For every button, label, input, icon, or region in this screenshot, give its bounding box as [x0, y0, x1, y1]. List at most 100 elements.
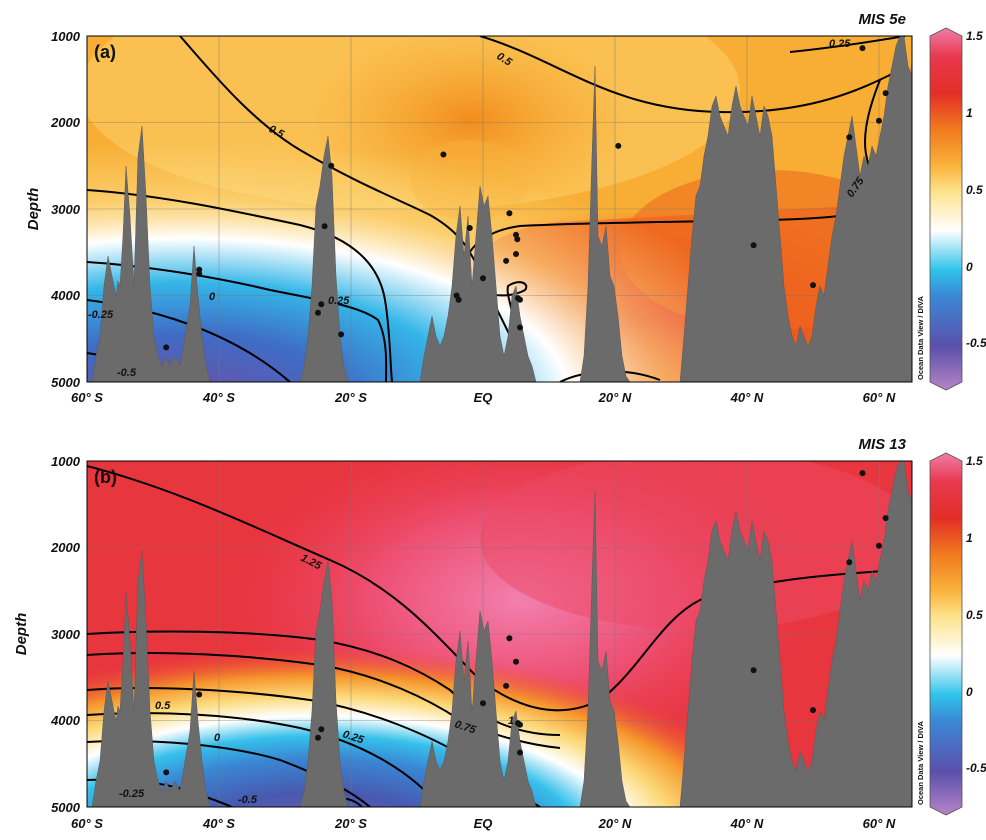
contour-label: 0.25 — [328, 295, 350, 307]
station-point — [318, 726, 325, 733]
watermark-text: Ocean Data View / DIVA — [916, 720, 925, 805]
colorbar-tick: 1.5 — [966, 29, 983, 43]
station-point — [615, 142, 622, 149]
station-point — [480, 700, 486, 707]
colorbar-tick: 1.5 — [966, 454, 983, 468]
ytick-label: 4000 — [50, 713, 81, 728]
station-point — [321, 223, 328, 230]
panel-b-label: (b) — [94, 467, 117, 487]
colorbar-tick: 0 — [966, 260, 973, 274]
xtick-label: 60° S — [71, 816, 103, 831]
contour-label: -0.5 — [238, 794, 258, 806]
panel-b-frame — [86, 460, 913, 808]
panel-b-xticks: 60° S 40° S 20° S EQ 20° N 40° N 60° N — [71, 816, 896, 831]
xtick-label: 60° N — [863, 390, 896, 405]
station-point — [196, 266, 203, 273]
panel-b-ylabel: Depth — [13, 613, 30, 656]
station-point — [517, 296, 523, 303]
station-point — [328, 162, 335, 169]
xtick-label: 40° S — [202, 390, 235, 405]
station-point — [517, 749, 523, 756]
panel-b: 1.25 0.5 0 0.25 0.75 1 -0.25 -0.5 (b) MI… — [13, 436, 986, 831]
station-point — [196, 691, 203, 698]
station-point — [503, 682, 510, 689]
contour-label: 0 — [214, 732, 221, 744]
ytick-label: 2000 — [50, 115, 81, 130]
station-point — [876, 117, 882, 124]
station-point — [882, 515, 889, 522]
ytick-label: 4000 — [50, 288, 81, 303]
station-point — [163, 769, 170, 776]
station-point — [503, 257, 510, 264]
watermark-text: Ocean Data View / DIVA — [916, 295, 925, 380]
station-point — [882, 90, 889, 97]
panel-a-ylabel: Depth — [25, 188, 42, 231]
ytick-label: 5000 — [51, 800, 81, 815]
station-point — [513, 251, 519, 257]
panel-a-xticks: 60° S 40° S 20° S EQ 20° N 40° N 60° N — [71, 390, 896, 405]
contour-label: -0.5 — [117, 367, 137, 379]
xtick-label: 40° N — [730, 816, 764, 831]
panel-b-title: MIS 13 — [858, 436, 906, 453]
ytick-label: 3000 — [51, 627, 81, 642]
xtick-label: 40° N — [730, 390, 764, 405]
xtick-label: 20° S — [334, 816, 367, 831]
station-point — [196, 270, 203, 277]
station-point — [859, 470, 866, 477]
colorbar-tick: -0.5 — [966, 761, 986, 775]
panel-a-label: (a) — [94, 42, 116, 62]
colorbar-tick: 0 — [966, 685, 973, 699]
panel-a-title: MIS 5e — [858, 11, 906, 28]
station-point — [750, 242, 757, 249]
station-point — [440, 151, 447, 158]
panel-b-stations — [163, 470, 889, 776]
colorbar-tick: 0.5 — [966, 183, 983, 197]
station-point — [506, 635, 513, 642]
panel-a-yticks: 1000 2000 3000 4000 5000 — [50, 29, 81, 390]
station-point — [810, 707, 816, 714]
station-point — [517, 721, 523, 728]
ytick-label: 1000 — [51, 29, 81, 44]
ytick-label: 1000 — [51, 454, 81, 469]
contour-label: -0.25 — [88, 309, 114, 321]
ytick-label: 2000 — [50, 540, 81, 555]
xtick-label: 60° S — [71, 390, 103, 405]
station-point — [163, 344, 170, 351]
station-point — [810, 282, 816, 289]
station-point — [846, 559, 853, 566]
station-point — [750, 667, 757, 674]
panel-a-colorbar: 1.5 1 0.5 0 -0.5 Ocean Data View / DIVA — [916, 27, 986, 391]
panel-b-yticks: 1000 2000 3000 4000 5000 — [50, 454, 81, 815]
colorbar-tick: 1 — [966, 106, 973, 120]
colorbar-tick: 1 — [966, 531, 973, 545]
station-point — [455, 296, 462, 303]
colorbar-tick: -0.5 — [966, 336, 986, 350]
xtick-label: 20° N — [598, 816, 632, 831]
station-point — [315, 734, 321, 741]
contour-label: 0 — [209, 291, 216, 303]
xtick-label: 60° N — [863, 816, 896, 831]
xtick-label: EQ — [474, 390, 493, 405]
panel-a-frame — [86, 35, 913, 383]
station-point — [514, 236, 521, 243]
xtick-label: 20° S — [334, 390, 367, 405]
station-point — [315, 309, 321, 316]
ytick-label: 5000 — [51, 375, 81, 390]
station-point — [506, 210, 513, 217]
station-point — [876, 542, 882, 549]
xtick-label: 40° S — [202, 816, 235, 831]
colorbar-tick: 0.5 — [966, 608, 983, 622]
station-point — [846, 134, 853, 141]
contour-label: -0.25 — [119, 788, 145, 800]
panel-b-colorbar: 1.5 1 0.5 0 -0.5 Ocean Data View / DIVA — [916, 452, 986, 816]
panel-b-field — [87, 461, 912, 807]
station-point — [517, 324, 523, 331]
contour-label: 0.25 — [829, 38, 851, 50]
contour-label: 1 — [508, 715, 514, 727]
xtick-label: EQ — [474, 816, 493, 831]
station-point — [480, 275, 486, 282]
station-point — [466, 225, 473, 231]
ytick-label: 3000 — [51, 202, 81, 217]
station-point — [513, 658, 519, 665]
